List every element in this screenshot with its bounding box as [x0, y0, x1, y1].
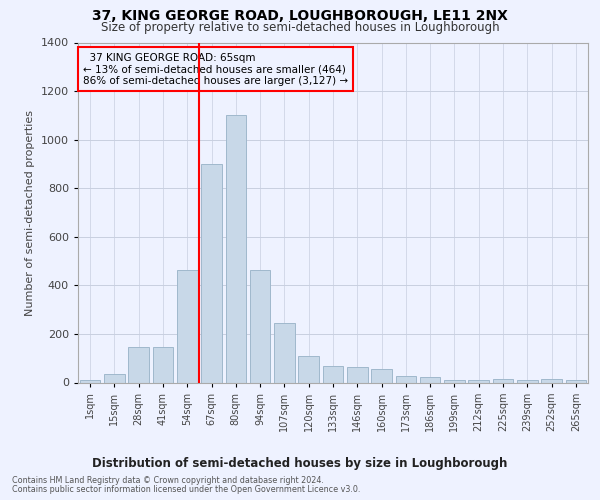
Bar: [444, 380, 465, 382]
Bar: [517, 380, 538, 382]
Bar: [493, 379, 514, 382]
Bar: [469, 380, 489, 382]
Bar: [128, 348, 149, 382]
Bar: [152, 348, 173, 382]
Bar: [274, 323, 295, 382]
Text: 37, KING GEORGE ROAD, LOUGHBOROUGH, LE11 2NX: 37, KING GEORGE ROAD, LOUGHBOROUGH, LE11…: [92, 9, 508, 23]
Bar: [347, 366, 368, 382]
Text: Distribution of semi-detached houses by size in Loughborough: Distribution of semi-detached houses by …: [92, 458, 508, 470]
Bar: [566, 380, 586, 382]
Text: Contains HM Land Registry data © Crown copyright and database right 2024.: Contains HM Land Registry data © Crown c…: [12, 476, 324, 485]
Bar: [201, 164, 222, 382]
Bar: [177, 270, 197, 382]
Bar: [250, 270, 271, 382]
Text: Contains public sector information licensed under the Open Government Licence v3: Contains public sector information licen…: [12, 485, 361, 494]
Bar: [541, 379, 562, 382]
Bar: [226, 116, 246, 382]
Y-axis label: Number of semi-detached properties: Number of semi-detached properties: [25, 110, 35, 316]
Bar: [420, 377, 440, 382]
Bar: [80, 380, 100, 382]
Text: Size of property relative to semi-detached houses in Loughborough: Size of property relative to semi-detach…: [101, 21, 499, 34]
Bar: [298, 356, 319, 382]
Bar: [371, 369, 392, 382]
Bar: [323, 366, 343, 382]
Bar: [104, 374, 125, 382]
Text: 37 KING GEORGE ROAD: 65sqm
← 13% of semi-detached houses are smaller (464)
86% o: 37 KING GEORGE ROAD: 65sqm ← 13% of semi…: [83, 52, 348, 86]
Bar: [395, 376, 416, 382]
